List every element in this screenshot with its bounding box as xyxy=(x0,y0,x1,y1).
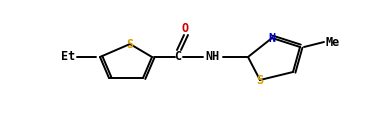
Text: S: S xyxy=(126,38,134,50)
Text: S: S xyxy=(256,74,264,87)
Text: C: C xyxy=(174,50,182,63)
Text: Me: Me xyxy=(326,35,340,49)
Text: N: N xyxy=(268,31,276,45)
Text: O: O xyxy=(181,22,189,34)
Text: NH: NH xyxy=(205,50,219,63)
Text: Et: Et xyxy=(61,50,75,63)
